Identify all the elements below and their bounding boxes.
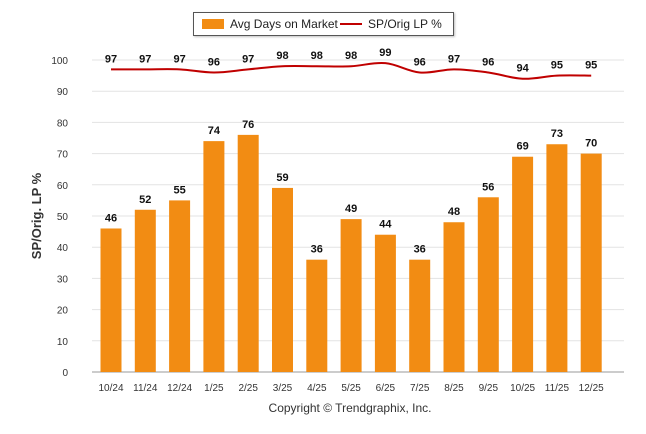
legend-item-bar[interactable]: Avg Days on Market <box>202 13 338 35</box>
y-tick-label: 10 <box>57 337 69 348</box>
bar-value-label: 55 <box>173 184 185 196</box>
bar-value-label: 56 <box>482 181 494 193</box>
line-value-label: 97 <box>173 53 185 65</box>
legend-bar-swatch <box>202 19 224 29</box>
bar-value-label: 59 <box>276 172 288 184</box>
bar-data-labels: 46 52 55 74 76 59 36 49 44 36 48 56 69 73 70 <box>105 119 597 256</box>
line-value-label: 98 <box>311 50 323 62</box>
y-tick-label: 30 <box>57 274 69 285</box>
bar[interactable] <box>477 197 499 372</box>
legend-line-swatch <box>340 23 362 25</box>
bar-value-label: 52 <box>139 194 151 206</box>
line-data-labels: 97 97 97 96 97 98 98 98 99 96 97 96 94 95 95 <box>105 47 597 75</box>
bar-value-label: 36 <box>414 244 426 256</box>
bar-value-label: 46 <box>105 212 117 224</box>
line-value-label: 95 <box>585 60 597 72</box>
bar[interactable] <box>272 187 293 372</box>
x-tick-label: 11/25 <box>545 383 570 394</box>
x-tick-label: 12/25 <box>579 383 604 394</box>
line-value-label: 98 <box>276 50 288 62</box>
line-value-label: 96 <box>208 56 220 68</box>
bar-series <box>100 134 602 372</box>
x-tick-label: 10/24 <box>98 383 123 394</box>
x-tick-label: 11/24 <box>133 383 158 394</box>
x-axis-labels: 10/24 11/24 12/24 1/25 2/25 3/25 4/25 5/25 6/25 7… <box>98 383 604 394</box>
bar-value-label: 36 <box>311 244 323 256</box>
x-tick-label: 4/25 <box>307 383 327 394</box>
x-tick-label: 7/25 <box>410 383 430 394</box>
y-tick-label: 60 <box>57 181 69 192</box>
y-tick-label: 80 <box>57 118 69 129</box>
legend-bar-label: Avg Days on Market <box>230 17 338 31</box>
line-value-label: 97 <box>105 53 117 65</box>
y-tick-label: 90 <box>57 87 69 98</box>
line-value-label: 96 <box>414 56 426 68</box>
bar-value-label: 49 <box>345 203 357 215</box>
x-tick-label: 12/24 <box>167 383 192 394</box>
copyright-text: Copyright © Trendgraphix, Inc. <box>268 401 432 415</box>
x-tick-label: 1/25 <box>204 383 224 394</box>
bar[interactable] <box>374 234 396 372</box>
x-tick-label: 6/25 <box>376 383 396 394</box>
legend-item-line[interactable]: SP/Orig LP % <box>340 13 442 35</box>
line-value-label: 97 <box>242 53 254 65</box>
line-value-label: 99 <box>379 47 391 59</box>
line-value-label: 97 <box>139 53 151 65</box>
bar[interactable] <box>100 228 122 372</box>
y-tick-label: 40 <box>57 243 69 254</box>
bar[interactable] <box>546 144 568 372</box>
bar-value-label: 48 <box>448 206 460 218</box>
bar[interactable] <box>203 141 225 372</box>
bar[interactable] <box>409 259 431 372</box>
line-value-label: 96 <box>482 56 494 68</box>
y-tick-label: 20 <box>57 306 69 317</box>
line-value-label: 97 <box>448 53 460 65</box>
line-value-label: 94 <box>516 63 529 75</box>
bar-value-label: 44 <box>379 219 392 231</box>
x-tick-label: 8/25 <box>444 383 464 394</box>
bar[interactable] <box>340 219 362 372</box>
line-value-label: 98 <box>345 50 357 62</box>
y-axis-ticks: 0 10 20 30 40 50 60 70 80 90 100 <box>51 56 68 379</box>
bar[interactable] <box>237 134 259 372</box>
legend: Avg Days on Market SP/Orig LP % <box>193 12 454 36</box>
bar[interactable] <box>306 259 328 372</box>
bar-value-label: 70 <box>585 138 597 150</box>
x-tick-label: 3/25 <box>273 383 293 394</box>
line-series <box>111 61 592 80</box>
y-tick-label: 100 <box>51 56 68 67</box>
line-value-label: 95 <box>551 60 563 72</box>
bar-value-label: 76 <box>242 119 254 131</box>
x-tick-label: 2/25 <box>238 383 258 394</box>
y-tick-label: 0 <box>62 368 68 379</box>
bar[interactable] <box>512 156 534 372</box>
y-axis-label: SP/Orig. LP % <box>29 172 44 259</box>
line-path[interactable] <box>111 61 592 80</box>
bar[interactable] <box>134 209 156 372</box>
x-tick-label: 9/25 <box>479 383 499 394</box>
x-tick-label: 10/25 <box>510 383 535 394</box>
legend-line-label: SP/Orig LP % <box>368 17 442 31</box>
bar[interactable] <box>580 153 602 372</box>
y-tick-label: 50 <box>57 212 69 223</box>
y-tick-label: 70 <box>57 150 69 161</box>
bar-value-label: 74 <box>208 125 221 137</box>
x-tick-label: 5/25 <box>341 383 361 394</box>
bar[interactable] <box>443 222 465 372</box>
bar-value-label: 73 <box>551 128 563 140</box>
bar[interactable] <box>169 200 191 372</box>
bar-value-label: 69 <box>516 141 528 153</box>
